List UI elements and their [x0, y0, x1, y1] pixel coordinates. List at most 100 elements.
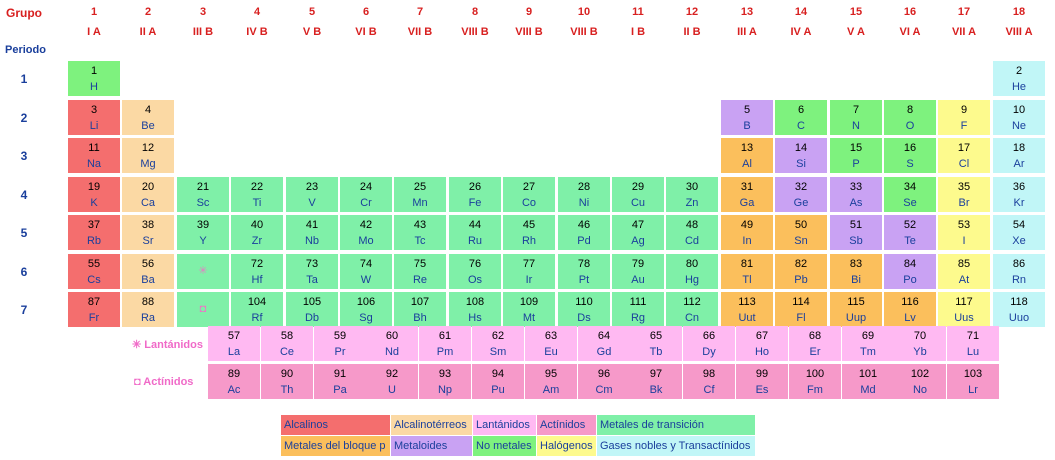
element-cell[interactable]: 111 Rg [612, 292, 664, 327]
element-cell[interactable]: 26 Fe [449, 177, 501, 212]
element-cell[interactable]: 54 Xe [993, 215, 1045, 250]
element-cell[interactable]: 71 Lu [947, 326, 999, 361]
element-cell[interactable]: 64 Gd [578, 326, 630, 361]
element-cell[interactable]: 112 Cn [666, 292, 718, 327]
element-cell[interactable]: 78 Pt [558, 254, 610, 289]
element-cell[interactable]: 20 Ca [122, 177, 174, 212]
element-cell[interactable]: 93 Np [419, 364, 471, 399]
element-cell[interactable]: 108 Hs [449, 292, 501, 327]
element-cell[interactable]: 58 Ce [261, 326, 313, 361]
element-cell[interactable]: 47 Ag [612, 215, 664, 250]
element-cell[interactable]: 95 Am [525, 364, 577, 399]
element-cell[interactable]: 51 Sb [830, 215, 882, 250]
element-cell[interactable]: 11 Na [68, 138, 120, 173]
element-cell[interactable]: 4 Be [122, 100, 174, 135]
element-cell[interactable]: 44 Ru [449, 215, 501, 250]
element-cell[interactable]: 90 Th [261, 364, 313, 399]
element-cell[interactable]: 88 Ra [122, 292, 174, 327]
element-cell[interactable]: 118 Uuo [993, 292, 1045, 327]
element-cell[interactable]: 74 W [340, 254, 392, 289]
element-cell[interactable]: 14 Si [775, 138, 827, 173]
element-cell[interactable]: 57 La [208, 326, 260, 361]
element-cell[interactable]: 45 Rh [503, 215, 555, 250]
element-cell[interactable]: 86 Rn [993, 254, 1045, 289]
element-cell[interactable]: 98 Cf [683, 364, 735, 399]
element-cell[interactable]: 79 Au [612, 254, 664, 289]
element-cell[interactable]: 32 Ge [775, 177, 827, 212]
element-cell[interactable]: 24 Cr [340, 177, 392, 212]
element-cell[interactable]: 67 Ho [736, 326, 788, 361]
element-cell[interactable]: 105 Db [286, 292, 338, 327]
element-cell[interactable]: 25 Mn [394, 177, 446, 212]
element-cell[interactable]: 70 Yb [894, 326, 946, 361]
element-cell[interactable]: 97 Bk [630, 364, 682, 399]
element-cell[interactable]: 100 Fm [789, 364, 841, 399]
element-cell[interactable]: 92 U [366, 364, 418, 399]
element-cell[interactable]: 21 Sc [177, 177, 229, 212]
element-cell[interactable]: 38 Sr [122, 215, 174, 250]
element-cell[interactable]: 109 Mt [503, 292, 555, 327]
element-cell[interactable]: 18 Ar [993, 138, 1045, 173]
element-cell[interactable]: 55 Cs [68, 254, 120, 289]
element-cell[interactable]: 114 Fl [775, 292, 827, 327]
element-cell[interactable]: 49 In [721, 215, 773, 250]
element-cell[interactable]: 77 Ir [503, 254, 555, 289]
element-cell[interactable]: 13 Al [721, 138, 773, 173]
element-cell[interactable]: 48 Cd [666, 215, 718, 250]
element-cell[interactable]: 53 I [938, 215, 990, 250]
element-cell[interactable]: 103 Lr [947, 364, 999, 399]
element-cell[interactable]: 89 Ac [208, 364, 260, 399]
element-cell[interactable]: 99 Es [736, 364, 788, 399]
element-cell[interactable]: 110 Ds [558, 292, 610, 327]
element-cell[interactable]: 43 Tc [394, 215, 446, 250]
element-cell[interactable]: 87 Fr [68, 292, 120, 327]
element-cell[interactable]: 96 Cm [578, 364, 630, 399]
element-cell[interactable]: 19 K [68, 177, 120, 212]
element-cell[interactable]: 85 At [938, 254, 990, 289]
element-cell[interactable]: 29 Cu [612, 177, 664, 212]
element-cell[interactable]: 50 Sn [775, 215, 827, 250]
element-cell[interactable]: 22 Ti [231, 177, 283, 212]
element-cell[interactable]: 102 No [894, 364, 946, 399]
element-cell[interactable]: 15 P [830, 138, 882, 173]
element-cell[interactable]: 63 Eu [525, 326, 577, 361]
element-cell[interactable]: 34 Se [884, 177, 936, 212]
element-cell[interactable]: 52 Te [884, 215, 936, 250]
element-cell[interactable]: 30 Zn [666, 177, 718, 212]
element-cell[interactable]: 61 Pm [419, 326, 471, 361]
element-cell[interactable]: 117 Uus [938, 292, 990, 327]
element-cell[interactable]: 81 Tl [721, 254, 773, 289]
element-cell[interactable]: 101 Md [842, 364, 894, 399]
element-cell[interactable]: 36 Kr [993, 177, 1045, 212]
element-cell[interactable]: 35 Br [938, 177, 990, 212]
element-cell[interactable]: 27 Co [503, 177, 555, 212]
element-cell[interactable]: 72 Hf [231, 254, 283, 289]
element-cell[interactable]: 115 Uup [830, 292, 882, 327]
element-cell[interactable]: 69 Tm [842, 326, 894, 361]
element-cell[interactable]: 41 Nb [286, 215, 338, 250]
element-cell[interactable]: 80 Hg [666, 254, 718, 289]
element-cell[interactable]: 46 Pd [558, 215, 610, 250]
element-cell[interactable]: 12 Mg [122, 138, 174, 173]
element-cell[interactable]: 73 Ta [286, 254, 338, 289]
element-cell[interactable]: 107 Bh [394, 292, 446, 327]
element-cell[interactable]: 59 Pr [314, 326, 366, 361]
element-cell[interactable]: 42 Mo [340, 215, 392, 250]
element-cell[interactable]: 3 Li [68, 100, 120, 135]
element-cell[interactable]: 33 As [830, 177, 882, 212]
element-cell[interactable]: 65 Tb [630, 326, 682, 361]
element-cell[interactable]: 68 Er [789, 326, 841, 361]
element-cell[interactable]: 94 Pu [472, 364, 524, 399]
element-cell[interactable]: 40 Zr [231, 215, 283, 250]
element-cell[interactable]: 31 Ga [721, 177, 773, 212]
element-cell[interactable]: 60 Nd [366, 326, 418, 361]
element-cell[interactable]: 116 Lv [884, 292, 936, 327]
element-cell[interactable]: 82 Pb [775, 254, 827, 289]
element-cell[interactable]: 113 Uut [721, 292, 773, 327]
element-cell[interactable]: 10 Ne [993, 100, 1045, 135]
